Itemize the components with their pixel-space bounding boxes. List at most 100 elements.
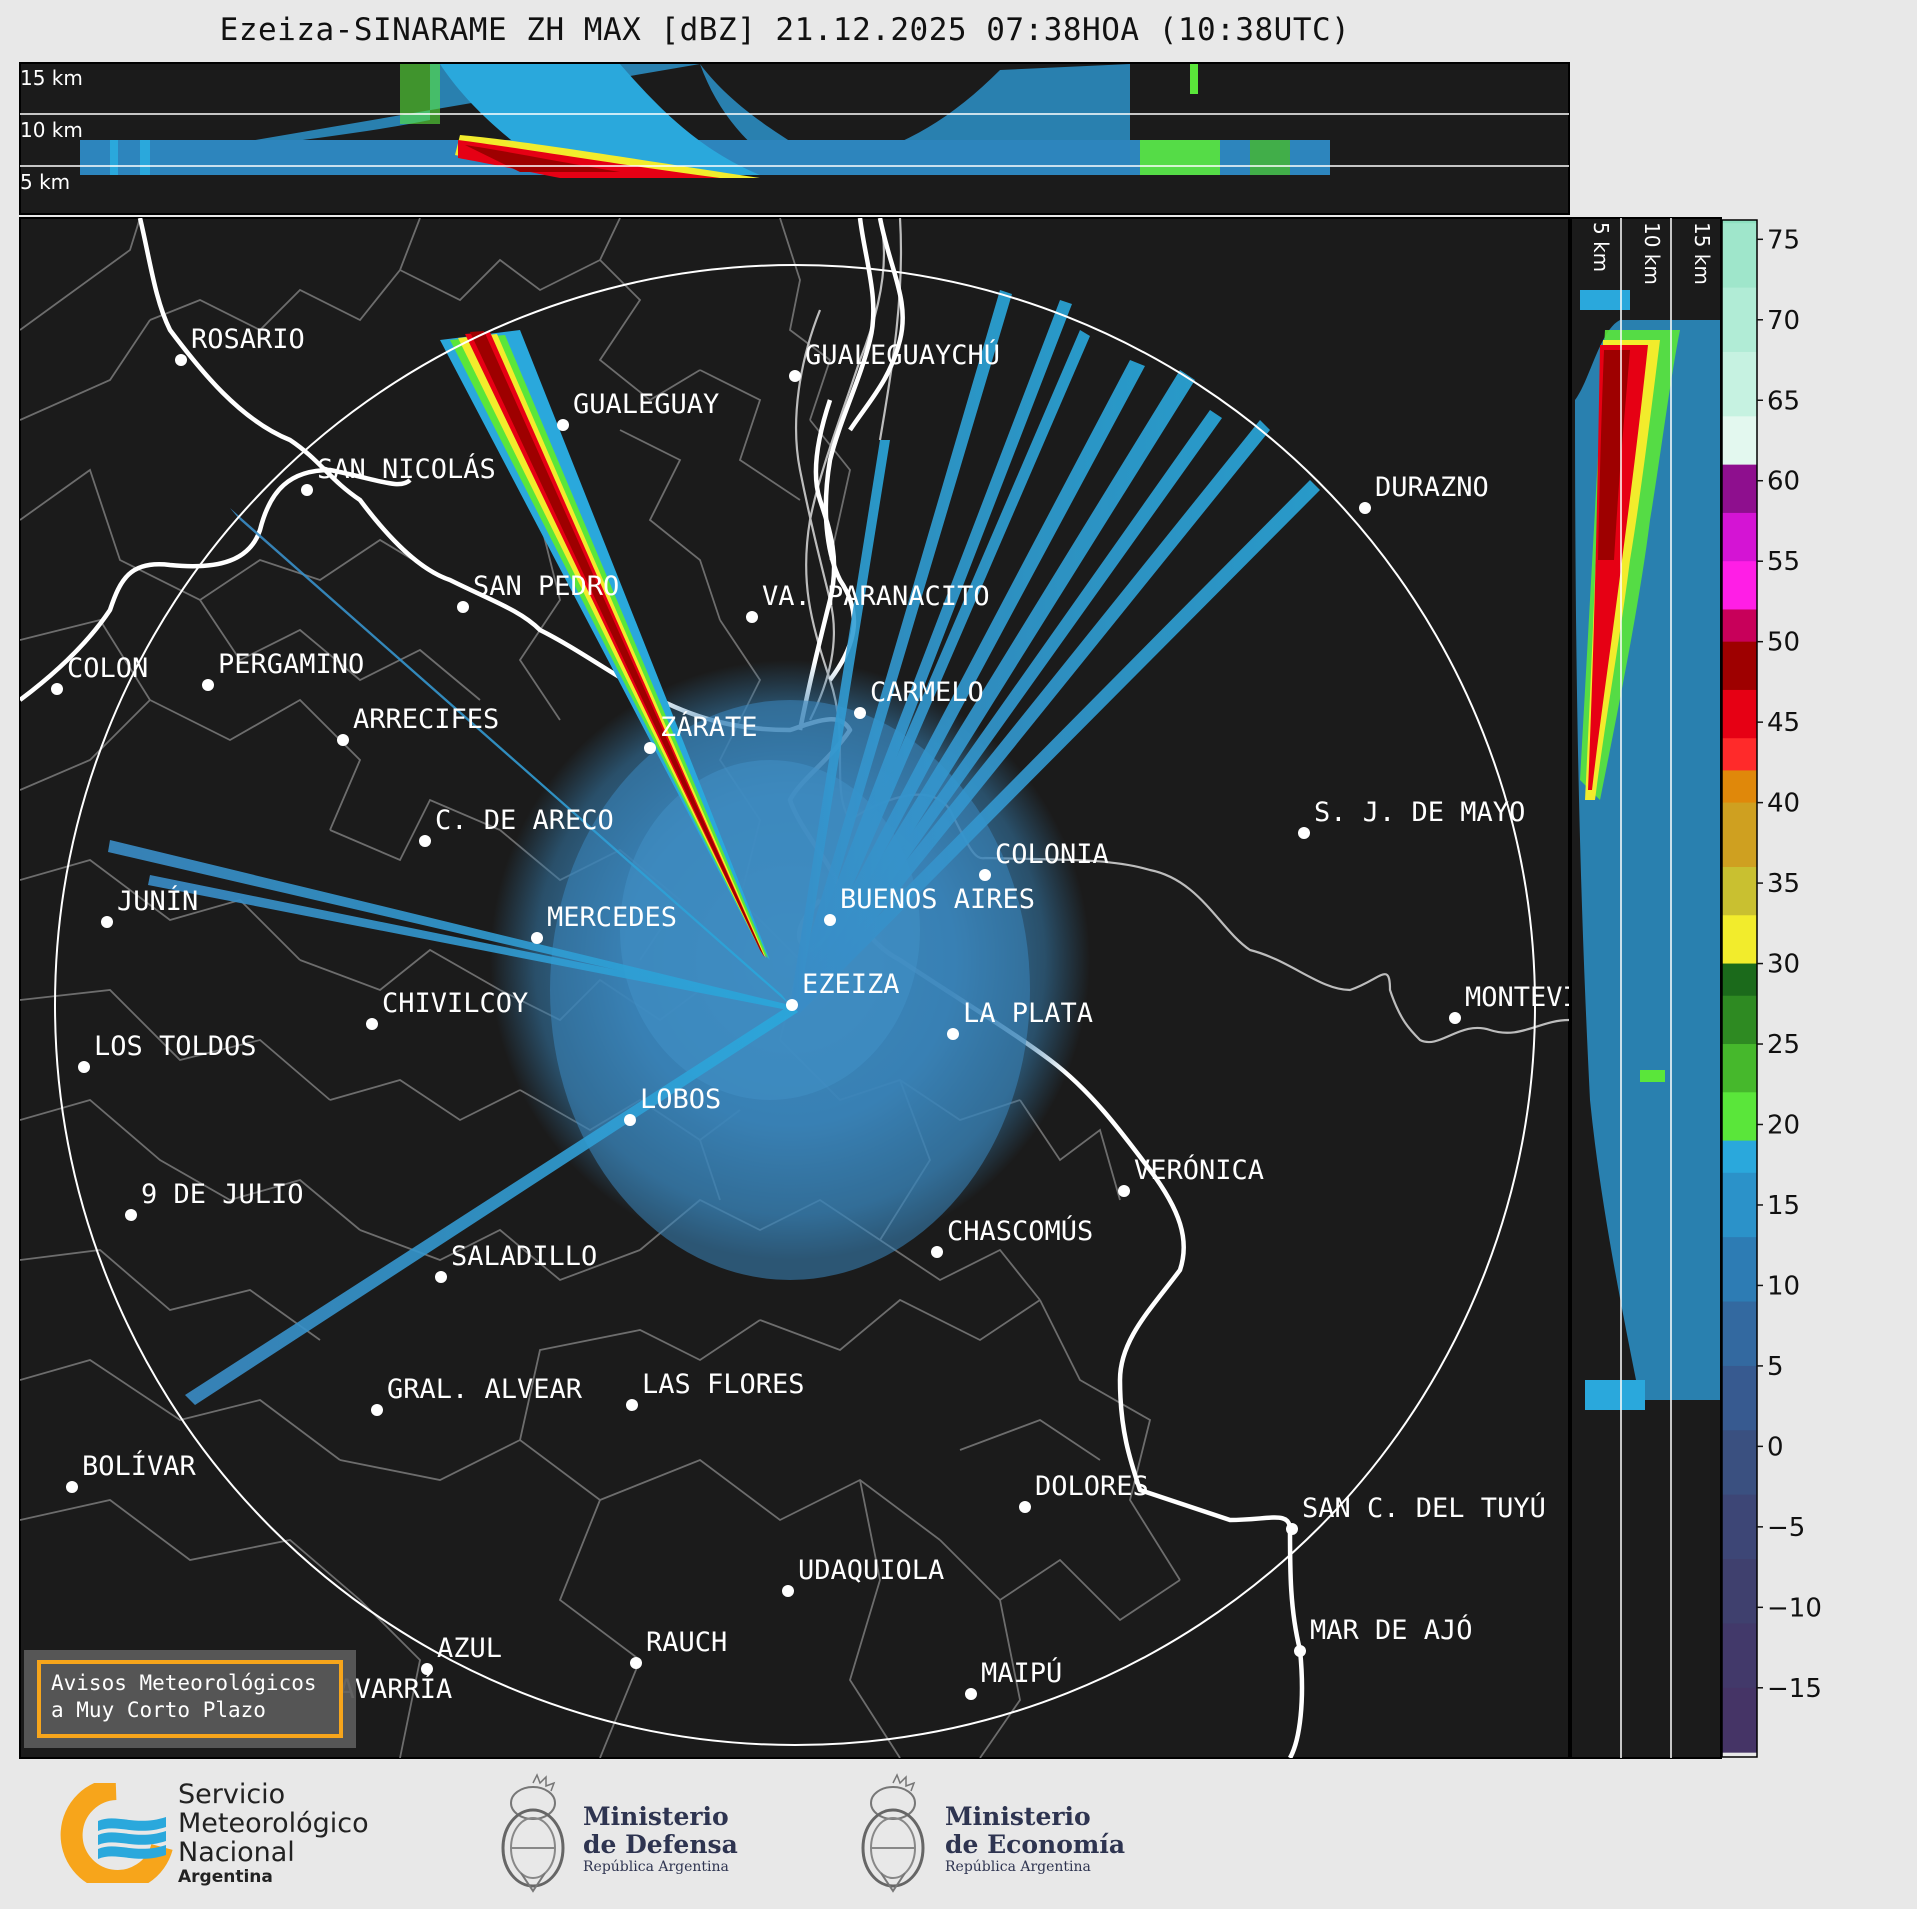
city-label: COLONIA xyxy=(995,839,1109,870)
city-label: VA. PARANACITO xyxy=(762,581,990,612)
colorbar-segment xyxy=(1722,220,1757,224)
colorbar-tick-label: −15 xyxy=(1767,1674,1822,1704)
city-marker xyxy=(979,869,991,881)
city-label: COLON xyxy=(67,653,148,684)
city-marker xyxy=(931,1246,943,1258)
city-label: S. J. DE MAYO xyxy=(1314,797,1525,828)
city-marker xyxy=(947,1028,959,1040)
city-marker xyxy=(457,601,469,613)
ministerio-economia-logo: Ministerio de Economía República Argenti… xyxy=(945,1802,1126,1876)
colorbar-tick-label: 5 xyxy=(1767,1352,1784,1382)
top-height-panel: 15 km 10 km 5 km xyxy=(19,62,1570,215)
map-panel: ROSARIO GUALEGUAYCHÚ GUALEGUAY SAN NICOLÁS D… xyxy=(19,217,1628,1759)
city-marker xyxy=(531,932,543,944)
colorbar-segment xyxy=(1722,770,1757,804)
warning-line1: Avisos Meteorológicos xyxy=(51,1671,317,1695)
city-label: MAR DE AJÓ xyxy=(1310,1614,1473,1646)
city-marker xyxy=(1359,502,1371,514)
colorbar-segment xyxy=(1722,1559,1757,1624)
city-label: LA PLATA xyxy=(963,998,1093,1029)
city-label: JUNÍN xyxy=(117,885,198,917)
warning-link[interactable]: Avisos Meteorológicos a Muy Corto Plazo xyxy=(37,1660,343,1738)
city-label: MERCEDES xyxy=(547,902,677,933)
city-label: SALADILLO xyxy=(451,1241,597,1272)
strong-echo-spike xyxy=(440,330,770,960)
top-height-label: 15 km xyxy=(20,66,83,90)
city-layer: ROSARIO GUALEGUAYCHÚ GUALEGUAY SAN NICOLÁS D… xyxy=(51,324,1628,1716)
colorbar-segment xyxy=(1722,641,1757,691)
city-marker xyxy=(202,679,214,691)
colorbar-segment xyxy=(1722,1301,1757,1367)
city-marker xyxy=(626,1399,638,1411)
city-marker xyxy=(624,1114,636,1126)
colorbar-tick-label: 55 xyxy=(1767,547,1800,577)
colorbar-frame xyxy=(1721,219,1758,1758)
city-label: PERGAMINO xyxy=(218,649,364,680)
city-label: ROSARIO xyxy=(191,324,305,355)
city-label: CARMELO xyxy=(870,677,984,708)
colorbar-tick-label: −10 xyxy=(1767,1593,1822,1623)
city-label: GUALEGUAY xyxy=(573,389,719,420)
side-height-label: 10 km xyxy=(1640,222,1664,285)
city-marker xyxy=(789,370,801,382)
city-label: ARRECIFES xyxy=(353,704,499,735)
colorbar-segment xyxy=(1722,995,1757,1045)
top-height-label: 5 km xyxy=(20,170,70,194)
city-marker xyxy=(824,914,836,926)
colorbar-tick-label: 45 xyxy=(1767,708,1800,738)
warning-line2: a Muy Corto Plazo xyxy=(51,1698,266,1722)
city-marker xyxy=(366,1018,378,1030)
city-marker xyxy=(78,1061,90,1073)
side-height-label: 5 km xyxy=(1589,222,1613,272)
colorbar-segment xyxy=(1722,1140,1757,1174)
city-label: VERÓNICA xyxy=(1134,1154,1264,1186)
colorbar-tick-label: 65 xyxy=(1767,386,1800,416)
colorbar-tick-label: 35 xyxy=(1767,869,1800,899)
colorbar-tick-label: 10 xyxy=(1767,1271,1800,1301)
city-marker xyxy=(419,835,431,847)
city-label: RAUCH xyxy=(646,1627,727,1658)
colorbar-segment xyxy=(1722,1687,1757,1753)
ministerio-defensa-logo: Ministerio de Defensa República Argentin… xyxy=(583,1802,738,1876)
colorbar-segment xyxy=(1722,915,1757,965)
colorbar-tick-label: 20 xyxy=(1767,1110,1800,1140)
colorbar-tick-label: 0 xyxy=(1767,1432,1784,1462)
colorbar-segment xyxy=(1722,464,1757,514)
city-label: SAN C. DEL TUYÚ xyxy=(1302,1492,1546,1524)
colorbar-segment xyxy=(1722,1365,1757,1431)
city-marker xyxy=(746,611,758,623)
city-label: LAS FLORES xyxy=(642,1369,805,1400)
city-marker xyxy=(101,916,113,928)
colorbar-segment xyxy=(1722,1044,1757,1093)
city-label: DOLORES xyxy=(1035,1471,1149,1502)
argentina-coat-of-arms-icon xyxy=(501,1773,565,1893)
city-label: AZUL xyxy=(437,1633,502,1664)
colorbar-segment xyxy=(1722,1172,1757,1238)
city-marker xyxy=(337,734,349,746)
colorbar-tick-label: 30 xyxy=(1767,950,1800,980)
city-marker xyxy=(51,683,63,695)
colorbar-tick-label: −5 xyxy=(1767,1513,1805,1543)
reflectivity-field xyxy=(108,290,1320,1405)
city-marker xyxy=(1019,1501,1031,1513)
city-label: MONTEVIDEO xyxy=(1465,982,1628,1013)
city-label: GUALEGUAYCHÚ xyxy=(805,339,1000,371)
colorbar-segment xyxy=(1722,287,1757,353)
colorbar-tick-label: 70 xyxy=(1767,306,1800,336)
city-label: C. DE ARECO xyxy=(435,805,614,836)
city-marker xyxy=(1286,1523,1298,1535)
city-marker xyxy=(421,1663,433,1675)
colorbar-segment xyxy=(1722,689,1757,739)
city-marker xyxy=(782,1585,794,1597)
top-height-label: 10 km xyxy=(20,118,83,142)
city-label: SAN NICOLÁS xyxy=(317,453,496,485)
side-height-panel: 5 km 10 km 15 km xyxy=(1570,217,1722,1759)
city-marker xyxy=(435,1271,447,1283)
colorbar-segment xyxy=(1722,1623,1757,1689)
smn-logo-text: Servicio Meteorológico Nacional Argentin… xyxy=(178,1779,369,1887)
city-marker xyxy=(371,1404,383,1416)
colorbar-tick-label: 40 xyxy=(1767,789,1800,819)
city-marker xyxy=(301,484,313,496)
colorbar-segment xyxy=(1722,802,1757,868)
